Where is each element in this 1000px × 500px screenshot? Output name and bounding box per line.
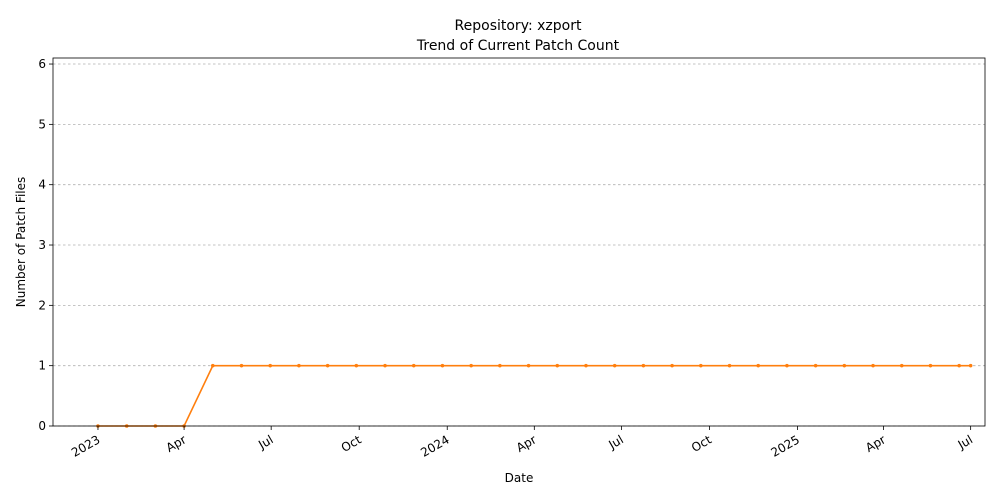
axis-layer: 0 1 2 3 4 5 6 2023 Apr Jul Oct 2024 Apr Jul Oct 2025 Apr…: [38, 57, 986, 460]
data-point: [899, 363, 904, 368]
x-tick-label: Oct: [689, 432, 714, 455]
x-tick-label: Jul: [605, 432, 625, 452]
data-point: [813, 363, 818, 368]
data-point: [842, 363, 847, 368]
y-tick-label: 5: [38, 117, 46, 131]
data-point: [968, 363, 973, 368]
data-point: [469, 363, 473, 368]
chart-subtitle: Trend of Current Patch Count: [416, 38, 620, 54]
x-tick-label: Apr: [863, 432, 888, 455]
data-point: [555, 363, 560, 368]
plot-frame: [52, 57, 986, 427]
x-tick-label: 2025: [768, 432, 801, 459]
y-tick-label: 4: [38, 178, 46, 192]
series-layer: [96, 363, 973, 428]
data-point: [325, 363, 330, 368]
data-point: [670, 363, 674, 368]
data-point: [526, 363, 531, 368]
data-point: [354, 363, 359, 368]
y-tick-label: 6: [38, 57, 46, 71]
data-point: [727, 363, 732, 368]
data-point: [928, 363, 933, 368]
x-axis-title: Date: [505, 471, 534, 485]
x-tick-label: Jul: [255, 432, 275, 452]
y-tick-label: 2: [38, 298, 46, 312]
data-point: [699, 363, 703, 368]
x-tick-label: Oct: [339, 432, 364, 455]
x-tick-label: Apr: [164, 432, 189, 455]
data-point: [440, 363, 445, 368]
data-point: [383, 363, 387, 368]
grid-layer: [53, 63, 985, 427]
data-point: [210, 363, 215, 368]
y-tick-label: 3: [38, 238, 46, 252]
x-tick-label: 2024: [418, 432, 451, 459]
data-point: [498, 363, 502, 368]
y-tick-label: 0: [38, 419, 46, 433]
series-line: [97, 364, 971, 427]
data-point: [785, 363, 789, 368]
x-tick-label: 2023: [69, 432, 102, 459]
data-point: [584, 363, 588, 368]
data-point: [756, 363, 761, 368]
chart-title: Repository: xzport: [455, 18, 582, 34]
x-tick-label: Apr: [514, 432, 539, 455]
data-point: [411, 363, 416, 368]
data-point: [268, 363, 273, 368]
x-tick-label: Jul: [955, 432, 975, 452]
y-axis-title: Number of Patch Files: [14, 177, 28, 308]
data-point: [641, 363, 646, 368]
data-point: [612, 363, 617, 368]
data-point: [871, 363, 875, 368]
data-point: [297, 363, 301, 368]
data-point: [239, 363, 244, 368]
data-point: [957, 363, 961, 368]
y-tick-label: 1: [38, 359, 46, 373]
